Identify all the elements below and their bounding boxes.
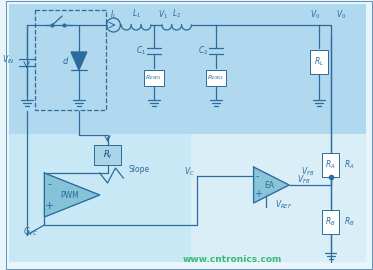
Text: +: + [254, 189, 261, 199]
Polygon shape [254, 167, 289, 203]
Bar [322, 210, 339, 234]
Text: $V_0$: $V_0$ [335, 9, 346, 21]
Bar [94, 145, 121, 165]
Bar [206, 70, 226, 86]
Bar [35, 10, 106, 110]
Text: $V_{FB}$: $V_{FB}$ [301, 166, 315, 178]
Text: $R_L$: $R_L$ [314, 56, 324, 68]
Polygon shape [71, 52, 87, 70]
Text: www.cntronics.com: www.cntronics.com [182, 255, 282, 265]
Text: $V_0$: $V_0$ [310, 9, 321, 21]
Text: $R_{ESR1}$: $R_{ESR1}$ [145, 73, 163, 82]
Text: $V_C$: $V_C$ [184, 166, 195, 178]
Polygon shape [44, 173, 100, 217]
Text: $C_1$: $C_1$ [136, 45, 146, 57]
Bar [94, 145, 121, 165]
Text: $L_1$: $L_1$ [132, 8, 141, 20]
Text: $R_A$: $R_A$ [325, 159, 336, 171]
Text: $R_B$: $R_B$ [325, 216, 336, 228]
Text: $R_{ESR2}$: $R_{ESR2}$ [207, 73, 225, 82]
Text: d: d [62, 58, 68, 66]
Bar [322, 153, 339, 177]
Text: $V_1$: $V_1$ [158, 9, 168, 21]
Text: PWM: PWM [61, 191, 79, 200]
Text: $R_i$: $R_i$ [103, 149, 112, 161]
Text: Slope: Slope [129, 166, 150, 174]
Text: -: - [256, 171, 259, 181]
Text: EA: EA [264, 181, 275, 190]
Text: +: + [45, 201, 54, 211]
Text: $R_A$: $R_A$ [344, 159, 355, 171]
Bar [191, 134, 366, 262]
Bar [310, 50, 327, 74]
Bar [144, 70, 164, 86]
Text: -: - [47, 179, 51, 189]
Text: $V_{IN}$: $V_{IN}$ [2, 54, 15, 66]
Bar [9, 134, 191, 262]
Text: $R_i$: $R_i$ [103, 149, 112, 161]
Text: $V_{REF}$: $V_{REF}$ [275, 199, 293, 211]
Text: $G_{VC}$: $G_{VC}$ [23, 226, 38, 238]
Text: $L_2$: $L_2$ [172, 8, 181, 20]
Text: $C_2$: $C_2$ [198, 45, 209, 57]
Bar [9, 4, 366, 134]
Text: $I_L$: $I_L$ [110, 9, 117, 21]
Text: $V_{FB}$: $V_{FB}$ [297, 174, 311, 186]
Text: $R_B$: $R_B$ [344, 216, 355, 228]
